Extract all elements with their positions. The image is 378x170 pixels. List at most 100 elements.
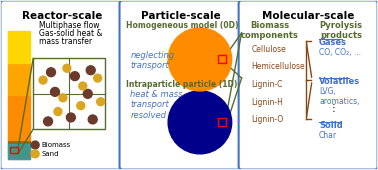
Circle shape — [168, 28, 232, 91]
Bar — [218, 118, 226, 126]
Circle shape — [31, 141, 39, 149]
Bar — [8, 105, 30, 106]
Bar — [8, 59, 30, 60]
Circle shape — [43, 117, 53, 126]
Bar — [8, 84, 30, 86]
Bar — [8, 146, 30, 147]
Circle shape — [172, 94, 228, 150]
Text: Molecular-scale: Molecular-scale — [262, 11, 354, 21]
Circle shape — [39, 76, 47, 84]
Bar — [8, 74, 30, 76]
Bar — [8, 110, 30, 112]
Circle shape — [51, 87, 59, 96]
Text: Hemicellulose: Hemicellulose — [251, 62, 305, 71]
Bar — [8, 94, 30, 95]
FancyBboxPatch shape — [239, 0, 378, 170]
Bar — [8, 82, 30, 83]
Circle shape — [83, 89, 92, 98]
Text: Homogeneous model (0D): Homogeneous model (0D) — [127, 21, 239, 30]
Circle shape — [179, 101, 221, 143]
Bar — [8, 134, 30, 136]
Bar — [8, 128, 30, 129]
Bar — [8, 157, 30, 159]
Bar — [8, 72, 30, 73]
Circle shape — [168, 91, 232, 154]
Bar — [8, 123, 30, 124]
Bar — [8, 115, 30, 117]
Text: Multiphase flow: Multiphase flow — [39, 21, 100, 30]
Bar — [10, 147, 18, 153]
Text: Gases: Gases — [319, 38, 347, 47]
Circle shape — [186, 108, 214, 136]
Bar — [8, 95, 30, 96]
Text: neglecting
transport: neglecting transport — [130, 50, 175, 70]
FancyBboxPatch shape — [0, 0, 124, 170]
Bar — [8, 141, 30, 142]
Circle shape — [70, 72, 79, 81]
Circle shape — [189, 111, 211, 133]
Bar — [8, 124, 30, 125]
Bar — [8, 51, 30, 53]
Circle shape — [77, 102, 85, 110]
Bar — [8, 119, 30, 120]
Circle shape — [31, 150, 39, 158]
Bar — [8, 149, 30, 150]
Text: Lignin-O: Lignin-O — [251, 115, 284, 124]
Bar — [8, 86, 30, 87]
Bar — [8, 65, 30, 67]
Bar — [8, 114, 30, 115]
Bar — [8, 100, 30, 101]
Bar — [8, 132, 30, 133]
Text: Lignin-C: Lignin-C — [251, 80, 283, 89]
Bar — [8, 31, 30, 32]
Circle shape — [79, 82, 87, 90]
Bar — [8, 64, 30, 65]
Bar — [8, 63, 30, 64]
Bar — [8, 46, 30, 48]
Bar — [8, 53, 30, 54]
Circle shape — [189, 112, 211, 133]
Text: Volatiles: Volatiles — [319, 77, 360, 86]
Bar — [8, 39, 30, 40]
Bar — [33, 58, 105, 129]
Bar — [8, 152, 30, 154]
Circle shape — [59, 94, 67, 102]
Bar — [8, 118, 30, 119]
Bar — [8, 97, 30, 99]
Bar — [8, 145, 30, 146]
Bar — [8, 125, 30, 127]
Bar — [8, 76, 30, 77]
Text: mass transfer: mass transfer — [39, 37, 92, 46]
Bar — [8, 116, 30, 118]
Bar — [8, 60, 30, 62]
Text: heat & mass
transport
resolved: heat & mass transport resolved — [130, 90, 183, 120]
Bar — [8, 137, 30, 138]
Bar — [8, 113, 30, 114]
Text: Reactor-scale: Reactor-scale — [22, 11, 102, 21]
Bar — [8, 78, 30, 80]
Bar — [8, 87, 30, 88]
Bar — [8, 99, 30, 100]
Bar — [8, 68, 30, 69]
Circle shape — [63, 64, 71, 72]
Bar — [8, 111, 30, 113]
Bar — [8, 96, 30, 97]
Bar — [8, 71, 30, 72]
Bar — [8, 101, 30, 103]
Circle shape — [67, 113, 75, 122]
Bar — [8, 106, 30, 108]
Bar — [8, 104, 30, 105]
Bar — [8, 47, 30, 49]
Bar — [8, 67, 30, 68]
Bar — [8, 133, 30, 134]
Bar — [8, 50, 30, 51]
Bar — [8, 147, 30, 149]
Circle shape — [88, 115, 97, 124]
Bar — [8, 140, 30, 141]
Bar — [8, 109, 30, 110]
Bar — [8, 129, 30, 131]
Bar — [8, 77, 30, 78]
Text: Lignin-H: Lignin-H — [251, 98, 284, 107]
Bar — [8, 92, 30, 94]
Bar — [8, 91, 30, 92]
